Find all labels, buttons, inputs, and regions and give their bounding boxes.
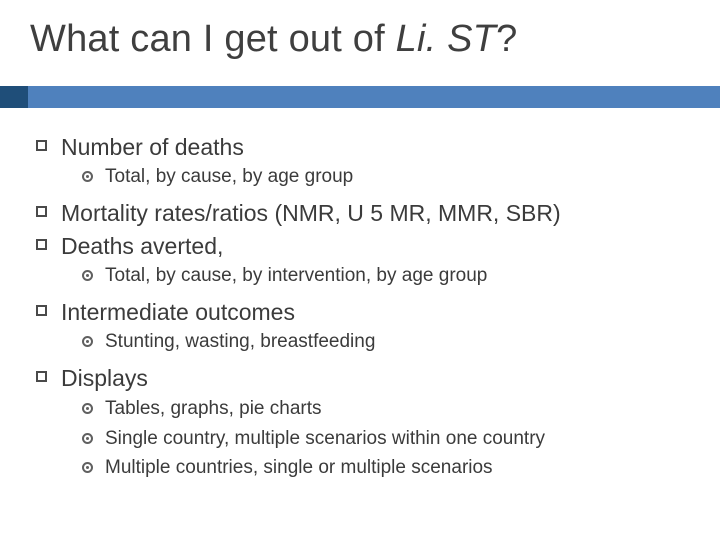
square-bullet-icon <box>36 239 47 250</box>
accent-bar <box>0 86 720 108</box>
target-bullet-icon <box>82 403 93 414</box>
list-item-label: Mortality rates/ratios (NMR, U 5 MR, MMR… <box>61 200 696 226</box>
list-subitem-label: Multiple countries, single or multiple s… <box>105 457 696 479</box>
target-bullet-icon <box>82 171 93 182</box>
target-bullet-icon <box>82 270 93 281</box>
target-bullet-icon <box>82 462 93 473</box>
square-bullet-icon <box>36 140 47 151</box>
list-subitem-label: Stunting, wasting, breastfeeding <box>105 331 696 353</box>
square-bullet-icon <box>36 371 47 382</box>
slide-body: Number of deaths Total, by cause, by age… <box>36 128 696 483</box>
list-subitem: Total, by cause, by age group <box>82 162 696 192</box>
list-item: Number of deaths <box>36 134 696 160</box>
accent-bar-dark <box>0 86 28 108</box>
target-bullet-icon <box>82 336 93 347</box>
list-subitem: Multiple countries, single or multiple s… <box>82 453 696 483</box>
list-subitem: Stunting, wasting, breastfeeding <box>82 327 696 357</box>
list-item-label: Deaths averted, <box>61 233 696 259</box>
list-item: Deaths averted, <box>36 233 696 259</box>
list-item-label: Number of deaths <box>61 134 696 160</box>
list-subitem: Single country, multiple scenarios withi… <box>82 424 696 454</box>
list-subitem-label: Total, by cause, by intervention, by age… <box>105 265 696 287</box>
target-bullet-icon <box>82 433 93 444</box>
accent-bar-light <box>28 86 720 108</box>
list-subitem-label: Single country, multiple scenarios withi… <box>105 428 696 450</box>
list-item: Displays <box>36 365 696 391</box>
slide: What can I get out of Li. ST? Number of … <box>0 0 720 540</box>
title-italic: Li. ST <box>396 18 496 60</box>
square-bullet-icon <box>36 305 47 316</box>
list-subitem: Tables, graphs, pie charts <box>82 394 696 424</box>
list-item-label: Intermediate outcomes <box>61 299 696 325</box>
list-subitem: Total, by cause, by intervention, by age… <box>82 261 696 291</box>
list-subitem-label: Tables, graphs, pie charts <box>105 398 696 420</box>
square-bullet-icon <box>36 206 47 217</box>
list-item: Intermediate outcomes <box>36 299 696 325</box>
list-item: Mortality rates/ratios (NMR, U 5 MR, MMR… <box>36 200 696 226</box>
title-suffix: ? <box>496 18 517 60</box>
list-subitem-label: Total, by cause, by age group <box>105 166 696 188</box>
title-prefix: What can I get out of <box>30 18 396 60</box>
list-item-label: Displays <box>61 365 696 391</box>
slide-title: What can I get out of Li. ST? <box>30 18 517 61</box>
